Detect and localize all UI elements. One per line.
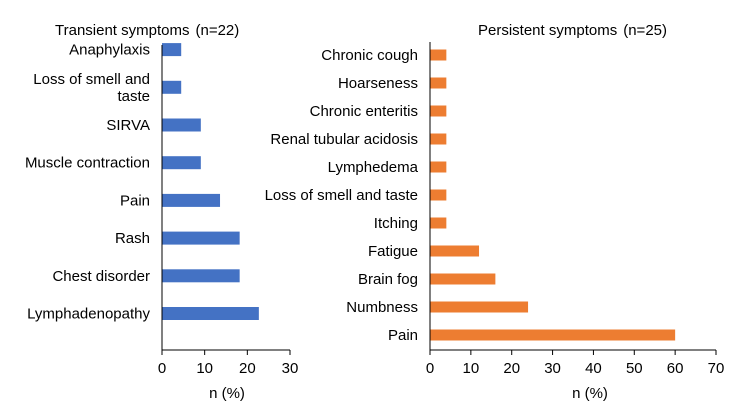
category-label-line: Chronic cough bbox=[321, 47, 418, 64]
category-label-line: Itching bbox=[374, 215, 418, 232]
category-label: Hoarseness bbox=[338, 75, 418, 92]
x-tick-label: 20 bbox=[503, 360, 520, 377]
bar bbox=[430, 105, 447, 117]
bar bbox=[162, 231, 240, 245]
category-label: Lymphedema bbox=[328, 159, 419, 176]
category-label-line: Rash bbox=[115, 230, 150, 247]
x-tick-label: 0 bbox=[426, 360, 434, 377]
chart-title: Persistent symptoms (n=25) bbox=[478, 22, 667, 39]
category-labels: Lymphadenopathy Chest disorder Rash Pain Mus… bbox=[25, 42, 151, 323]
bar bbox=[430, 329, 676, 341]
chart-subtitle: (n=25) bbox=[623, 22, 667, 39]
category-label: Brain fog bbox=[358, 271, 418, 288]
bar bbox=[162, 156, 201, 170]
x-axis-label: n (%) bbox=[209, 385, 245, 402]
bar bbox=[430, 49, 447, 61]
category-label-line: Brain fog bbox=[358, 271, 418, 288]
transient-symptoms-chart: Transient symptoms (n=22) Lymphadenopathy… bbox=[25, 22, 298, 402]
x-axis-label: n (%) bbox=[572, 385, 608, 402]
category-label-line: Chronic enteritis bbox=[310, 103, 418, 120]
bar bbox=[430, 133, 447, 145]
chart-title-text: Persistent symptoms bbox=[478, 22, 617, 39]
chart-title-text: Transient symptoms bbox=[55, 22, 189, 39]
category-labels: Pain Numbness Brain fog Fatigue Itching Loss … bbox=[265, 47, 419, 344]
bar bbox=[162, 269, 240, 283]
x-tick-label: 30 bbox=[544, 360, 561, 377]
category-label: SIRVA bbox=[106, 117, 150, 134]
category-label-line: Loss of smell and bbox=[33, 71, 150, 88]
category-label-line: Chest disorder bbox=[52, 268, 150, 285]
x-tick-label: 50 bbox=[626, 360, 643, 377]
category-label: Chest disorder bbox=[52, 268, 150, 285]
bar bbox=[430, 217, 447, 229]
category-label: Anaphylaxis bbox=[69, 42, 150, 59]
x-tick-label: 60 bbox=[667, 360, 684, 377]
category-label: Lymphadenopathy bbox=[27, 306, 150, 323]
category-label: Muscle contraction bbox=[25, 155, 150, 172]
x-ticks: 0 10 20 30 40 50 60 70 bbox=[426, 350, 725, 377]
category-label-line: taste bbox=[117, 88, 150, 105]
chart-title: Transient symptoms (n=22) bbox=[55, 22, 239, 39]
chart-subtitle: (n=22) bbox=[195, 22, 239, 39]
category-label: Loss of smell and taste bbox=[265, 187, 418, 204]
bar bbox=[162, 43, 182, 57]
category-label: Rash bbox=[115, 230, 150, 247]
x-tick-label: 0 bbox=[158, 360, 166, 377]
category-label-line: Lymphedema bbox=[328, 159, 419, 176]
category-label-line: Loss of smell and taste bbox=[265, 187, 418, 204]
bars bbox=[430, 49, 676, 341]
category-label: Pain bbox=[388, 327, 418, 344]
category-label: Chronic enteritis bbox=[310, 103, 418, 120]
category-label-line: Muscle contraction bbox=[25, 155, 150, 172]
bar bbox=[430, 161, 447, 173]
bar bbox=[430, 245, 480, 257]
category-label-line: Pain bbox=[388, 327, 418, 344]
bar bbox=[430, 189, 447, 201]
x-tick-label: 20 bbox=[239, 360, 256, 377]
category-label: Pain bbox=[120, 192, 150, 209]
category-label-line: Lymphadenopathy bbox=[27, 306, 150, 323]
category-label: Numbness bbox=[346, 299, 418, 316]
category-label-line: Numbness bbox=[346, 299, 418, 316]
bar bbox=[162, 307, 259, 320]
bar bbox=[430, 301, 529, 313]
bar bbox=[162, 80, 182, 94]
bar bbox=[430, 77, 447, 89]
bar bbox=[162, 118, 201, 132]
bar bbox=[430, 273, 496, 285]
category-label: Renal tubular acidosis bbox=[270, 131, 418, 148]
bars bbox=[162, 43, 259, 320]
x-tick-label: 10 bbox=[196, 360, 213, 377]
x-tick-label: 10 bbox=[463, 360, 480, 377]
category-label: Chronic cough bbox=[321, 47, 418, 64]
x-tick-label: 40 bbox=[585, 360, 602, 377]
category-label-line: Pain bbox=[120, 192, 150, 209]
bar bbox=[162, 193, 221, 207]
category-label-line: Hoarseness bbox=[338, 75, 418, 92]
category-label-line: Fatigue bbox=[368, 243, 418, 260]
x-ticks: 0 10 20 30 bbox=[158, 350, 299, 377]
category-label: Fatigue bbox=[368, 243, 418, 260]
category-label-line: Anaphylaxis bbox=[69, 42, 150, 59]
category-label-line: SIRVA bbox=[106, 117, 150, 134]
category-label-line: Renal tubular acidosis bbox=[270, 131, 418, 148]
category-label: Loss of smell and taste bbox=[33, 71, 150, 105]
persistent-symptoms-chart: Persistent symptoms (n=25) Pain Numbness Br… bbox=[265, 22, 725, 402]
category-label: Itching bbox=[374, 215, 418, 232]
x-tick-label: 30 bbox=[282, 360, 299, 377]
x-tick-label: 70 bbox=[708, 360, 725, 377]
